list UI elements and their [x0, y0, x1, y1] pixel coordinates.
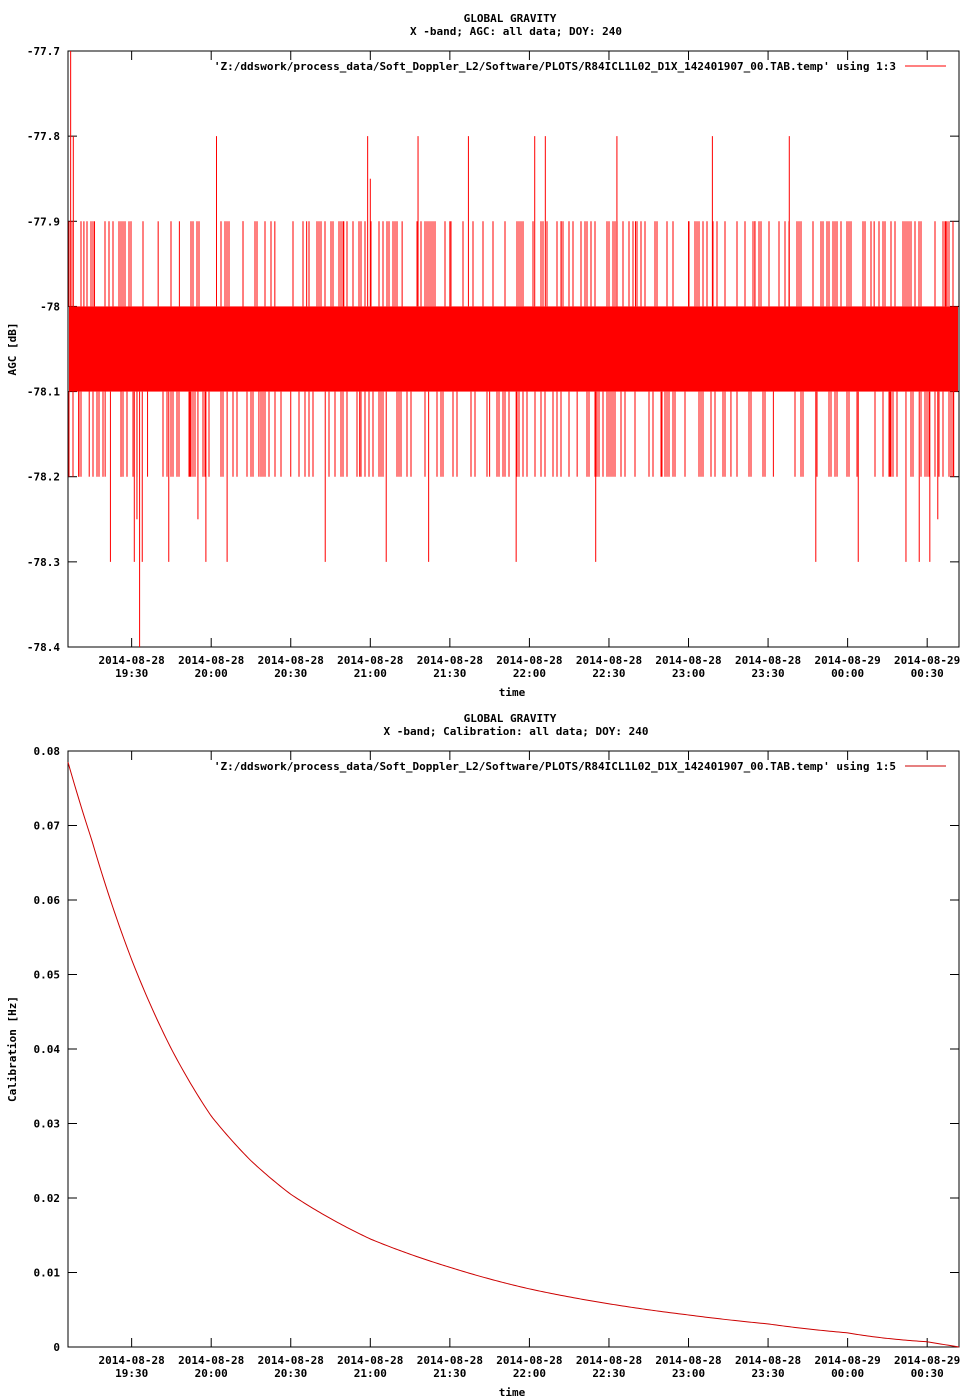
calibration-y-tick-label: 0.06: [34, 894, 61, 907]
agc-y-tick-label: -78.1: [27, 386, 60, 399]
calibration-legend-label: 'Z:/ddswork/process_data/Soft_Doppler_L2…: [214, 760, 896, 773]
calibration-y-tick-label: 0.04: [34, 1043, 61, 1056]
agc-x-axis-label: time: [499, 686, 526, 699]
agc-y-tick-label: -77.9: [27, 215, 60, 228]
calibration-x-tick-time: 20:30: [274, 1367, 307, 1380]
agc-y-tick-label: -77.8: [27, 130, 60, 143]
calibration-x-tick-date: 2014-08-28: [417, 1354, 483, 1367]
calibration-x-tick-date: 2014-08-28: [655, 1354, 721, 1367]
calibration-x-tick-date: 2014-08-28: [178, 1354, 244, 1367]
agc-x-tick-time: 22:00: [513, 667, 546, 680]
calibration-y-tick-label: 0.01: [34, 1267, 61, 1280]
calibration-y-tick-label: 0.02: [34, 1192, 61, 1205]
agc-y-tick-label: -78.4: [27, 641, 60, 654]
calibration-x-tick-time: 23:30: [752, 1367, 785, 1380]
agc-y-axis-label: AGC [dB]: [6, 323, 19, 376]
agc-x-tick-time: 23:00: [672, 667, 705, 680]
calibration-y-tick-label: 0: [53, 1341, 60, 1354]
agc-x-tick-date: 2014-08-28: [417, 654, 483, 667]
calibration-x-tick-time: 22:00: [513, 1367, 546, 1380]
calibration-x-tick-time: 21:00: [354, 1367, 387, 1380]
calibration-x-tick-date: 2014-08-28: [258, 1354, 324, 1367]
calibration-x-tick-date: 2014-08-28: [496, 1354, 562, 1367]
agc-x-tick-date: 2014-08-28: [576, 654, 642, 667]
calibration-x-axis-label: time: [499, 1386, 526, 1399]
agc-x-tick-date: 2014-08-28: [735, 654, 801, 667]
agc-x-tick-time: 19:30: [115, 667, 148, 680]
calibration-curve: [67, 762, 960, 1348]
calibration-y-ticks: 0.08 0.07 0.06 0.05 0.04 0.03 0.02 0.01 0: [34, 745, 959, 1354]
calibration-chart: GLOBAL GRAVITY X -band; Calibration: all…: [6, 712, 960, 1399]
agc-y-tick-label: -78.3: [27, 556, 60, 569]
agc-y-tick-label: -78.2: [27, 471, 60, 484]
agc-x-tick-time: 00:30: [911, 667, 944, 680]
agc-y-tick-label: -78: [40, 300, 60, 313]
agc-x-ticks: 2014-08-2819:302014-08-2820:002014-08-28…: [99, 51, 960, 680]
calibration-x-tick-time: 00:30: [911, 1367, 944, 1380]
agc-x-tick-date: 2014-08-28: [258, 654, 324, 667]
agc-x-tick-date: 2014-08-28: [655, 654, 721, 667]
calibration-x-tick-date: 2014-08-29: [894, 1354, 960, 1367]
agc-x-tick-date: 2014-08-28: [496, 654, 562, 667]
agc-plot-area: [68, 51, 958, 647]
calibration-x-tick-time: 23:00: [672, 1367, 705, 1380]
agc-x-tick-date: 2014-08-29: [815, 654, 881, 667]
calibration-y-tick-label: 0.05: [34, 969, 61, 982]
agc-x-tick-time: 00:00: [831, 667, 864, 680]
calibration-y-tick-label: 0.08: [34, 745, 61, 758]
agc-x-tick-date: 2014-08-28: [178, 654, 244, 667]
agc-x-tick-time: 22:30: [592, 667, 625, 680]
calibration-x-tick-date: 2014-08-29: [815, 1354, 881, 1367]
agc-legend: 'Z:/ddswork/process_data/Soft_Doppler_L2…: [214, 60, 946, 73]
calibration-x-tick-date: 2014-08-28: [735, 1354, 801, 1367]
agc-y-tick-label: -77.7: [27, 45, 60, 58]
calibration-y-axis-label: Calibration [Hz]: [6, 996, 19, 1102]
agc-x-tick-date: 2014-08-28: [337, 654, 403, 667]
calibration-chart-subtitle: X -band; Calibration: all data; DOY: 240: [384, 725, 649, 738]
calibration-y-tick-label: 0.03: [34, 1118, 61, 1131]
calibration-plot-area: [67, 762, 960, 1348]
agc-x-tick-time: 21:00: [354, 667, 387, 680]
calibration-x-ticks: 2014-08-2819:302014-08-2820:002014-08-28…: [99, 751, 960, 1380]
agc-x-tick-date: 2014-08-29: [894, 654, 960, 667]
agc-baseline-band: [69, 306, 958, 392]
agc-plot-frame: [67, 50, 960, 648]
calibration-x-tick-date: 2014-08-28: [99, 1354, 165, 1367]
calibration-x-tick-time: 22:30: [592, 1367, 625, 1380]
agc-x-tick-time: 20:30: [274, 667, 307, 680]
calibration-plot-frame: [67, 750, 960, 1348]
agc-noise-trace: [68, 221, 954, 477]
calibration-legend: 'Z:/ddswork/process_data/Soft_Doppler_L2…: [214, 760, 946, 773]
calibration-x-tick-time: 19:30: [115, 1367, 148, 1380]
agc-chart: GLOBAL GRAVITY X -band; AGC: all data; D…: [6, 12, 960, 699]
agc-x-tick-time: 21:30: [433, 667, 466, 680]
calibration-x-tick-time: 21:30: [433, 1367, 466, 1380]
agc-x-tick-date: 2014-08-28: [99, 654, 165, 667]
agc-legend-label: 'Z:/ddswork/process_data/Soft_Doppler_L2…: [214, 60, 896, 73]
calibration-y-tick-label: 0.07: [34, 820, 61, 833]
agc-chart-title: GLOBAL GRAVITY: [464, 12, 557, 25]
calibration-x-tick-time: 20:00: [195, 1367, 228, 1380]
calibration-chart-title: GLOBAL GRAVITY: [464, 712, 557, 725]
calibration-x-tick-time: 00:00: [831, 1367, 864, 1380]
agc-chart-subtitle: X -band; AGC: all data; DOY: 240: [410, 25, 622, 38]
agc-x-tick-time: 20:00: [195, 667, 228, 680]
calibration-x-tick-date: 2014-08-28: [337, 1354, 403, 1367]
agc-x-tick-time: 23:30: [752, 667, 785, 680]
calibration-x-tick-date: 2014-08-28: [576, 1354, 642, 1367]
